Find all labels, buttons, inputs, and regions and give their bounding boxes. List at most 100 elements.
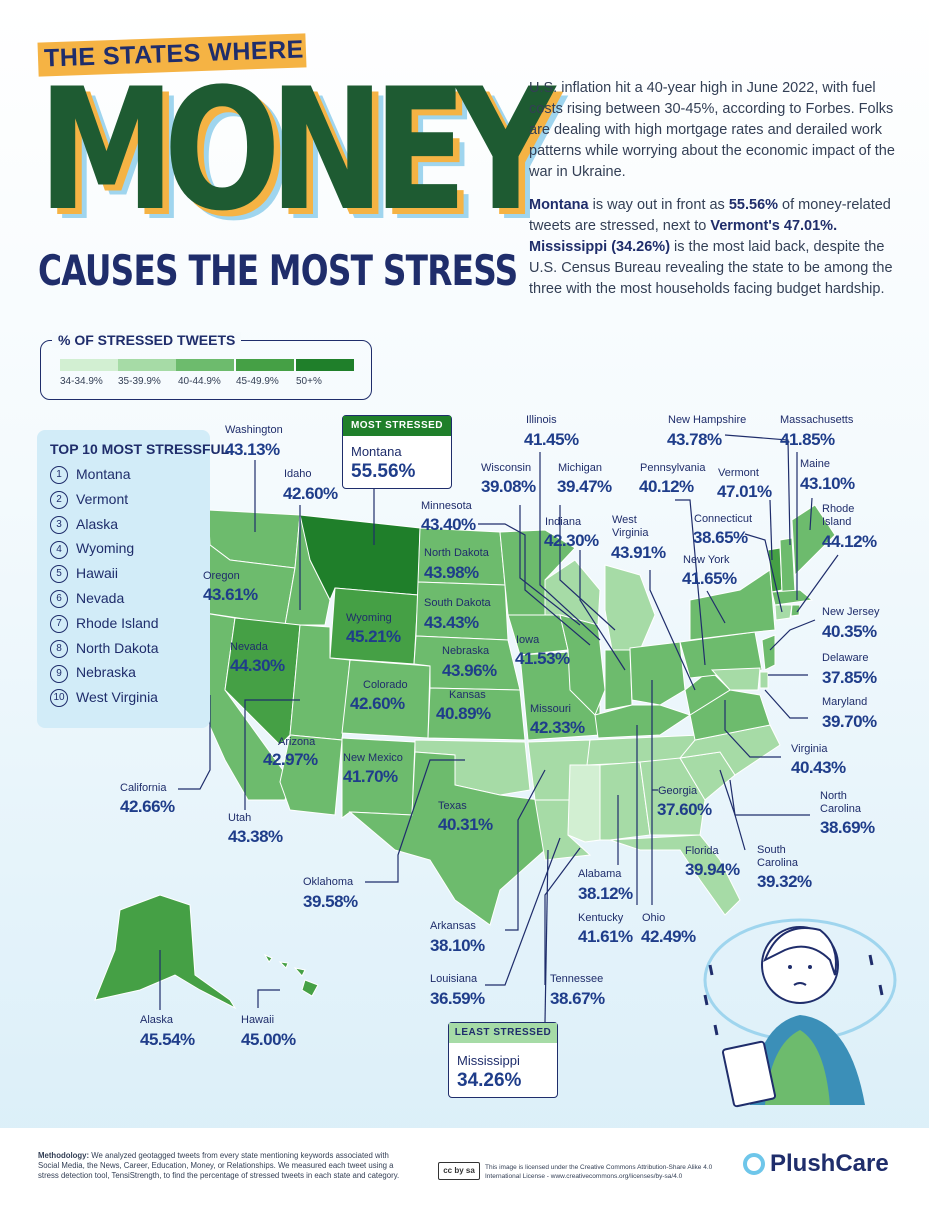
top10-item: 9 Nebraska (50, 664, 136, 683)
leader-line-oklahoma (365, 759, 465, 883)
state-label-california: California (120, 782, 167, 794)
rank-state-name: Rhode Island (76, 614, 159, 631)
stressed-person-illustration (703, 918, 897, 1108)
state-value-north-dakota: 43.98% (424, 563, 479, 582)
rank-state-name: Vermont (76, 490, 129, 507)
state-label-vermont: Vermont (718, 467, 759, 479)
legend-swatch (118, 359, 176, 371)
state-nevada (224, 617, 301, 746)
headline-money: MONEY (38, 52, 555, 248)
rank-number: 1 (50, 466, 68, 485)
state-value-north-carolina: 38.69% (820, 818, 875, 837)
state-label-indiana: Indiana (545, 516, 582, 528)
state-label-arizona: Arizona (278, 736, 316, 748)
state-label-oregon: Oregon (203, 570, 240, 582)
cc-license-badge: cc by sa (438, 1162, 480, 1180)
top10-item: 3 Alaska (50, 516, 118, 534)
state-label-nebraska: Nebraska (442, 645, 490, 657)
state-label-maryland: Maryland (822, 696, 868, 708)
state-value-ohio: 42.49% (641, 927, 696, 946)
rank-state-name: North Dakota (76, 639, 159, 656)
state-value-missouri: 42.33% (530, 718, 585, 737)
state-label-alabama: Alabama (578, 868, 622, 880)
state-florida (609, 834, 741, 916)
leader-line-least-stressed (544, 849, 549, 1023)
state-label-florida: Florida (685, 845, 719, 857)
state-value-minnesota: 43.40% (421, 515, 476, 534)
rank-state-name: Hawaii (76, 565, 119, 582)
leader-line-michigan (559, 505, 616, 631)
state-label-colorado: Colorado (363, 679, 408, 691)
state-new-jersey (761, 634, 776, 671)
legend-swatch (296, 359, 354, 371)
state-new-hampshire (779, 537, 796, 593)
leader-line-arkansas (505, 769, 546, 931)
legend-swatch (60, 359, 118, 371)
license-text: This image is licensed under the Creativ… (485, 1164, 713, 1180)
state-value-wyoming: 45.21% (346, 627, 401, 646)
leader-line-pennsylvania (675, 499, 706, 666)
legend-label: 40-44.9% (178, 376, 221, 387)
state-label-kansas: Kansas (449, 689, 486, 701)
state-massachusetts (771, 589, 814, 606)
state-value-kansas: 40.89% (436, 704, 491, 723)
state-label-rhode-island: Rhode Island (822, 503, 855, 528)
leader-line-indiana (579, 550, 626, 671)
state-value-south-dakota: 43.43% (424, 613, 479, 632)
brand-name: PlushCare (770, 1150, 889, 1177)
most-stressed-callout: MOST STRESSED Montana 55.56% (342, 415, 452, 489)
legend-swatch (236, 359, 294, 371)
leader-line-maine (809, 497, 813, 531)
state-delaware (759, 671, 769, 689)
state-label-utah: Utah (228, 812, 252, 824)
state-value-utah: 43.38% (228, 827, 283, 846)
state-label-michigan: Michigan (558, 462, 603, 474)
state-value-california: 42.66% (120, 797, 175, 816)
legend-label: 34-34.9% (60, 376, 103, 387)
state-hawaii (263, 953, 319, 997)
state-value-delaware: 37.85% (822, 668, 877, 687)
state-label-new-york: New York (683, 554, 730, 566)
top10-item: 6 Nevada (50, 590, 124, 609)
state-value-iowa: 41.53% (515, 649, 570, 668)
state-mississippi (567, 764, 601, 843)
subheadline: CAUSES THE MOST STRESS (38, 246, 518, 295)
state-label-missouri: Missouri (530, 703, 571, 715)
rank-number: 3 (50, 515, 68, 534)
least-stressed-value: 34.26% (457, 1070, 522, 1091)
leader-lines (159, 434, 839, 1023)
state-value-indiana: 42.30% (544, 531, 599, 550)
state-arizona (279, 734, 343, 816)
state-value-west-virginia: 43.91% (611, 543, 666, 562)
state-kentucky (594, 704, 692, 739)
state-label-new-hampshire: New Hampshire (668, 414, 747, 426)
rank-number: 5 (50, 565, 68, 584)
state-value-connecticut: 38.65% (693, 528, 748, 547)
state-louisiana (534, 799, 592, 861)
state-label-washington: Washington (225, 424, 283, 436)
state-label-delaware: Delaware (822, 652, 869, 664)
state-label-illinois: Illinois (526, 414, 557, 426)
rank-number: 7 (50, 615, 68, 634)
leader-line-vermont (769, 499, 773, 561)
state-value-nevada: 44.30% (230, 656, 285, 675)
state-value-virginia: 40.43% (791, 758, 846, 777)
state-value-hawaii: 45.00% (241, 1030, 296, 1049)
top10-item: 1 Montana (50, 466, 130, 485)
leader-line-rhode-island (796, 554, 839, 613)
state-label-south-carolina: South Carolina (757, 844, 798, 869)
rank-state-name: Alaska (76, 515, 119, 532)
state-texas (348, 751, 546, 926)
top10-item: 4 Wyoming (50, 540, 134, 559)
state-value-maine: 43.10% (800, 474, 855, 493)
state-label-wyoming: Wyoming (346, 612, 392, 624)
legend-title: % OF STRESSED TWEETS (52, 332, 242, 348)
state-label-oklahoma: Oklahoma (303, 876, 354, 888)
legend-swatch (176, 359, 234, 371)
rank-number: 9 (50, 664, 68, 683)
state-label-georgia: Georgia (658, 785, 698, 797)
state-value-michigan: 39.47% (557, 477, 612, 496)
state-value-massachusetts: 41.85% (780, 430, 835, 449)
state-value-alaska: 45.54% (140, 1030, 195, 1049)
most-stressed-state: Montana (351, 444, 402, 459)
